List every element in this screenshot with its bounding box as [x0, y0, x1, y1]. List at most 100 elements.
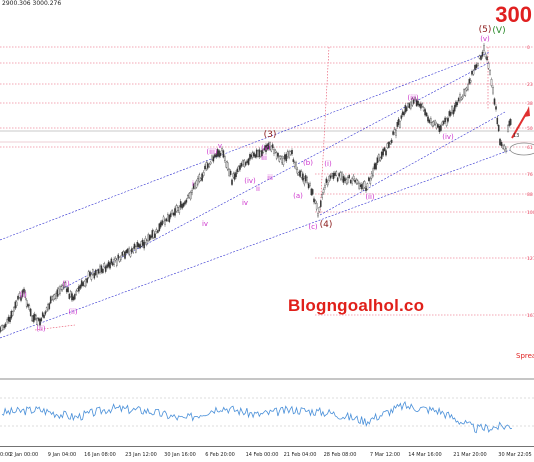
candle	[33, 313, 36, 321]
candle	[211, 155, 213, 160]
candle	[146, 240, 148, 245]
candle	[435, 123, 438, 129]
candle	[352, 175, 355, 180]
candle	[317, 213, 319, 217]
candle	[281, 156, 283, 164]
wave-label-minor: (b)	[303, 159, 313, 167]
oscillator-line	[1, 401, 513, 434]
candle	[437, 124, 439, 128]
candle	[37, 318, 40, 321]
forecast-arrow: 13	[509, 106, 534, 156]
candle	[255, 149, 258, 157]
candle	[191, 189, 193, 193]
fib-label: 127	[527, 256, 534, 262]
candle	[194, 183, 196, 189]
candle	[125, 250, 128, 254]
candle	[147, 234, 149, 241]
candle	[124, 251, 126, 259]
candle	[445, 118, 448, 126]
candle	[52, 295, 55, 301]
candle	[222, 150, 225, 158]
candle	[297, 172, 300, 176]
candle	[151, 230, 154, 238]
candle	[32, 315, 35, 322]
candle	[307, 183, 310, 189]
candle	[140, 241, 143, 247]
candle	[296, 169, 299, 174]
candle	[329, 175, 332, 179]
price-chart[interactable]: 0 23 38 50 61 76 88 100 127 161 (3) (4) (5)(V) (i) (i…	[0, 0, 534, 375]
candle	[495, 106, 497, 110]
candle	[128, 247, 130, 255]
candle	[184, 201, 186, 205]
candle	[216, 149, 219, 157]
candle	[388, 142, 390, 148]
candle	[275, 152, 278, 159]
candle	[39, 318, 41, 326]
candle	[221, 148, 223, 151]
candle	[341, 172, 343, 180]
candle	[72, 296, 75, 300]
candle	[490, 79, 493, 86]
candle	[452, 109, 455, 115]
candle	[393, 129, 396, 133]
candle	[92, 269, 94, 275]
candle	[392, 131, 394, 135]
candle	[195, 180, 198, 188]
candle	[137, 243, 140, 248]
candle	[141, 239, 144, 246]
candle	[69, 291, 72, 297]
candle	[249, 154, 251, 160]
candle	[242, 160, 244, 166]
candle	[449, 112, 452, 116]
candle	[314, 200, 317, 204]
candle	[397, 118, 400, 125]
candle	[14, 301, 17, 309]
candle	[45, 307, 48, 312]
candle	[201, 173, 203, 181]
candle	[177, 207, 179, 211]
candle	[386, 143, 389, 148]
candle	[60, 286, 63, 290]
candle	[158, 223, 161, 231]
candle	[396, 122, 399, 127]
watermark: Blogngoalhol.co	[288, 296, 425, 315]
candle	[87, 271, 90, 278]
candle	[225, 161, 228, 168]
candle	[103, 263, 106, 268]
candle	[162, 216, 165, 222]
candle	[244, 162, 247, 166]
candle	[431, 122, 434, 127]
candle	[236, 168, 239, 172]
candle	[420, 103, 422, 109]
oscillator-panel[interactable]	[0, 378, 534, 448]
candle	[322, 189, 325, 193]
candle	[122, 251, 125, 256]
candle	[56, 289, 59, 297]
candle	[493, 98, 496, 105]
candle	[27, 304, 29, 307]
fib-label: 76	[527, 172, 533, 178]
candle	[363, 181, 366, 188]
candle	[424, 109, 426, 116]
candle	[251, 152, 254, 158]
candle	[300, 171, 303, 178]
time-axis-label: 16 Jan 08:00	[84, 452, 116, 458]
candle	[336, 177, 339, 182]
candle	[209, 161, 212, 165]
candle	[380, 151, 383, 159]
candle	[500, 142, 503, 147]
candle	[293, 162, 296, 167]
candle	[80, 280, 83, 287]
candle	[464, 88, 467, 96]
candle	[214, 154, 216, 158]
candle	[375, 162, 377, 170]
candle	[318, 207, 321, 212]
candle	[143, 241, 145, 249]
candle	[55, 293, 57, 299]
candle	[23, 288, 25, 293]
candle	[100, 265, 103, 273]
candle	[161, 220, 163, 226]
candle	[129, 250, 132, 257]
candle	[444, 117, 446, 123]
